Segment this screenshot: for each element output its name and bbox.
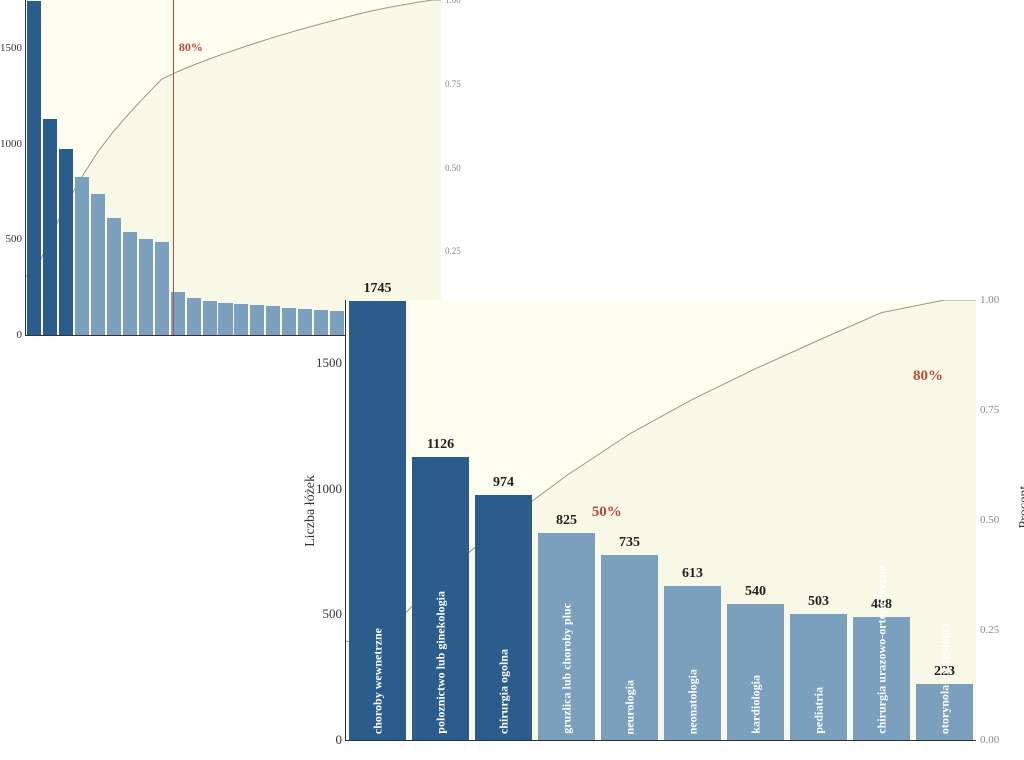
small_chart-bar xyxy=(187,298,201,335)
large_chart-bar-value: 540 xyxy=(745,584,766,600)
small_chart-ytick-right: 0.75 xyxy=(441,79,461,89)
small_chart-bar xyxy=(75,177,89,335)
small_chart-bar xyxy=(203,301,217,335)
large_chart-ytick-right: 0.75 xyxy=(976,404,999,416)
large_chart-bar-category: otorynola- ryngologia xyxy=(937,688,952,734)
small_chart-ytick-left: 1500 xyxy=(0,42,26,54)
large_chart-bar-category: neonatologia xyxy=(685,669,700,734)
small_chart-bar xyxy=(107,218,121,335)
large_chart-bar-value: 735 xyxy=(619,535,640,551)
large_chart-bar-value: 613 xyxy=(682,566,703,582)
large_chart-bar-category: poloznictwo lub ginekologia xyxy=(433,591,448,734)
large_chart-bar-value: 1745 xyxy=(364,281,392,297)
small_chart-bar xyxy=(43,119,57,335)
small_chart-bar xyxy=(266,306,280,335)
small_chart-bar xyxy=(218,303,232,335)
small_chart-bar xyxy=(155,242,169,335)
small_chart-bar xyxy=(250,305,264,335)
large_chart-bar-category: kardiologia xyxy=(748,675,763,734)
small_chart-ytick-left: 500 xyxy=(6,233,27,245)
large_chart-plot: 1745choroby wewnetrzne1126poloznictwo lu… xyxy=(345,300,976,741)
small_chart-ytick-right: 0.50 xyxy=(441,163,461,173)
large_chart-bar-value: 825 xyxy=(556,513,577,529)
large_chart-bar-value: 974 xyxy=(493,475,514,491)
large_chart-bar-value: 503 xyxy=(808,594,829,610)
small_chart-bar xyxy=(123,232,137,335)
large_chart-ylabel-left: Liczba łóżek xyxy=(303,475,319,547)
large_chart-annotation: 80% xyxy=(913,368,943,385)
large_chart-ytick-left: 0 xyxy=(336,732,347,748)
large_chart-ylabel-right: Procent skumulowany xyxy=(1017,450,1024,529)
small_chart-ytick-right: 0.25 xyxy=(441,246,461,256)
large_chart-ytick-left: 1500 xyxy=(316,355,346,371)
large_chart-bar-category: choroby wewnetrzne xyxy=(370,628,385,734)
small_chart-bar xyxy=(330,311,344,335)
large_chart-bar-category: chirurgia urazowo-ortopedyczna xyxy=(874,621,889,734)
small_chart-bar xyxy=(234,304,248,335)
large_chart-annotation: 50% xyxy=(592,504,622,521)
small_chart-ytick-right: 1.00 xyxy=(441,0,461,5)
large_chart-bar-category: pediatria xyxy=(811,687,826,734)
small_chart-bar xyxy=(59,149,73,335)
large_chart-bar-category: chirurgia ogolna xyxy=(496,649,511,734)
large_chart-bar-category: gruzlica lub choroby pluc xyxy=(559,603,574,734)
small_chart-ytick-left: 1000 xyxy=(0,138,26,150)
small_chart-bar xyxy=(282,308,296,335)
small_chart-eighty-label: 80% xyxy=(179,40,203,55)
small_chart-bar xyxy=(314,310,328,335)
large_chart-ytick-right: 0.25 xyxy=(976,624,999,636)
large_chart-bar-category: neurologia xyxy=(622,680,637,734)
large_chart-bar-value: 1126 xyxy=(427,437,454,453)
large_chart: 1745choroby wewnetrzne1126poloznictwo lu… xyxy=(345,300,1024,760)
large_chart-ytick-right: 0.00 xyxy=(976,734,999,746)
large_chart-ytick-left: 500 xyxy=(323,606,347,622)
small_chart-bar xyxy=(91,194,105,335)
small_chart-bar xyxy=(298,309,312,335)
large_chart-ytick-right: 1.00 xyxy=(976,294,999,306)
small_chart-eighty-line xyxy=(173,0,174,335)
small_chart-ytick-left: 0 xyxy=(17,329,27,341)
small_chart-bar xyxy=(27,1,41,335)
small_chart-bar xyxy=(139,239,153,335)
large_chart-ytick-right: 0.50 xyxy=(976,514,999,526)
